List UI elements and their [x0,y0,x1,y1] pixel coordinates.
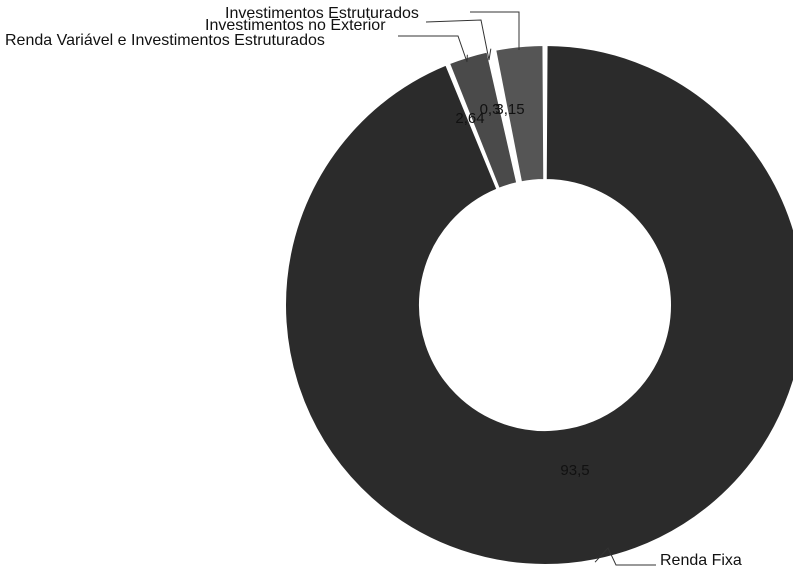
donut-slices [284,43,793,566]
leader-lines [398,11,656,566]
slice-labels: Renda Fixa 93,5 Renda Variável e Investime… [5,5,742,569]
slice-value-label-3: 3,15 [495,101,524,118]
slice-category-label-3: Investimentos Estruturados [225,5,419,22]
donut-slice-0 [284,43,793,566]
leader-line-2 [425,19,492,61]
donut-slice-1 [447,50,519,191]
slice-value-label-1: 2,64 [455,110,484,127]
slice-category-label-1: Renda Variável e Investimentos Estrutura… [5,32,325,49]
slice-category-label-0: Renda Fixa [660,552,742,569]
donut-slice-3 [494,43,546,184]
leader-line-0 [594,547,656,566]
leader-line-1 [398,35,468,63]
leader-line-3 [470,11,520,51]
slice-value-label-2: 0,3 [480,101,501,118]
slice-value-label-0: 93,5 [560,462,589,479]
slice-category-label-2: Investimentos no Exterior [205,17,386,34]
